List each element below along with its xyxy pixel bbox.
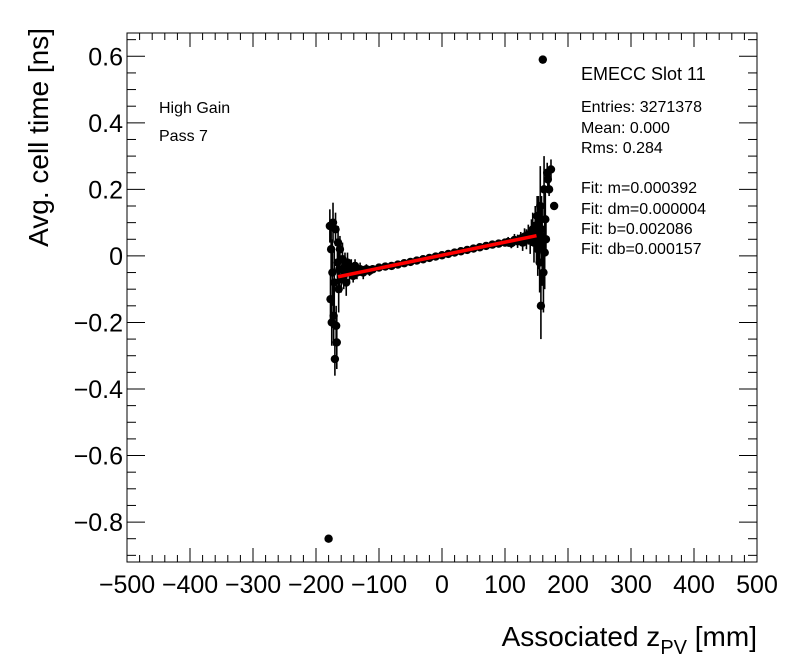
y-tick-labels: 0.6 0.4 0.2 0 −0.2 −0.4 −0.6 −0.8 (74, 43, 123, 537)
data-point (543, 175, 553, 184)
x-tick-label: 100 (484, 571, 526, 599)
data-point (326, 245, 336, 254)
data-point (539, 268, 548, 277)
data-point (537, 225, 546, 234)
data-point (333, 238, 343, 247)
data-point (532, 211, 542, 221)
data-point (332, 338, 341, 347)
data-point (534, 218, 543, 227)
y-tick-label: −0.6 (74, 443, 123, 471)
y-tick-label: −0.2 (74, 309, 123, 337)
data-point (328, 218, 338, 227)
stats-title: EMECC Slot 11 (581, 64, 706, 84)
x-tick-label: 400 (673, 571, 715, 599)
data-point (331, 321, 341, 330)
axis-ticks (126, 33, 758, 562)
data-point (544, 185, 554, 194)
data-point (536, 301, 546, 311)
fit-line (337, 233, 537, 279)
data-point (334, 284, 343, 294)
fit-line-group (337, 233, 537, 279)
x-tick-label: −500 (99, 571, 155, 599)
y-tick-label: 0.4 (88, 110, 123, 138)
x-axis-title-subscript: PV (660, 637, 687, 659)
data-point (335, 245, 345, 254)
error-bars (329, 156, 552, 376)
x-tick-label: 0 (435, 571, 449, 599)
data-point (541, 215, 550, 224)
stats-fit-dm: Fit: dm=0.000004 (581, 201, 706, 218)
data-point (534, 231, 544, 241)
data-point (331, 225, 340, 234)
y-tick-label: 0 (109, 243, 123, 271)
data-point (535, 258, 544, 267)
data-point (329, 311, 338, 320)
stats-fit-m: Fit: m=0.000392 (581, 180, 697, 197)
x-tick-label: 500 (736, 571, 778, 599)
data-point (549, 201, 559, 211)
stats-rms: Rms: 0.284 (581, 140, 663, 157)
data-point (326, 294, 335, 304)
x-tick-label: −200 (288, 571, 344, 599)
stats-fit-b: Fit: b=0.002086 (581, 221, 693, 238)
x-tick-label: 200 (547, 571, 589, 599)
x-axis-title: Associated zPV [mm] (502, 621, 757, 659)
data-point (546, 165, 556, 174)
x-tick-labels: −500 −400 −300 −200 −100 0 100 200 300 400 500 (99, 571, 778, 599)
stats-fit-db: Fit: db=0.000157 (581, 241, 702, 258)
data-point (536, 201, 545, 211)
stats-entries: Entries: 3271378 (581, 99, 702, 116)
data-point (330, 278, 339, 287)
data-point (541, 235, 551, 244)
x-tick-label: 300 (610, 571, 652, 599)
data-point (330, 354, 340, 364)
y-tick-label: −0.8 (74, 509, 123, 537)
y-tick-label: 0.6 (88, 43, 123, 71)
y-tick-label: 0.2 (88, 176, 123, 204)
data-point (342, 278, 351, 287)
x-tick-label: −400 (162, 571, 218, 599)
stats-mean: Mean: 0.000 (581, 120, 670, 137)
data-point (540, 248, 549, 257)
data-point (343, 258, 352, 267)
annotation-pass: Pass 7 (159, 128, 208, 145)
data-point (537, 241, 547, 251)
annotation-high-gain: High Gain (159, 100, 230, 117)
data-point (538, 55, 547, 64)
x-tick-label: −100 (351, 571, 407, 599)
data-point (324, 534, 333, 543)
data-point (328, 268, 337, 277)
x-tick-label: −300 (225, 571, 281, 599)
data-points (324, 55, 559, 543)
x-axis-title-unit: [mm] (687, 621, 757, 652)
y-axis-title: Avg. cell time [ns] (23, 28, 54, 247)
x-axis-title-main: Associated z (502, 621, 661, 652)
y-tick-label: −0.4 (74, 376, 123, 404)
